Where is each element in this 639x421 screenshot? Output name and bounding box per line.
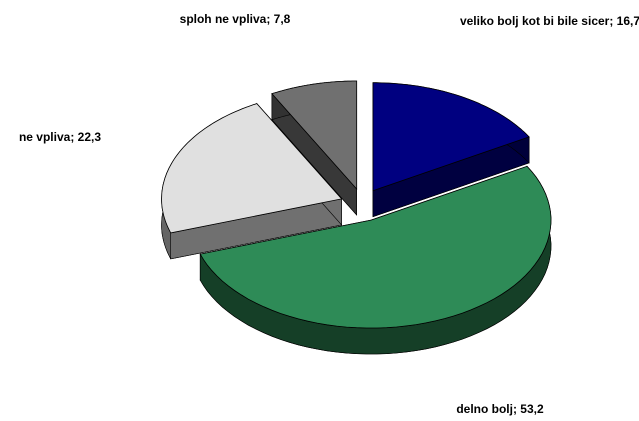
slice <box>199 165 552 355</box>
slice <box>161 102 343 260</box>
data-label: delno bolj; 53,2 <box>456 402 544 416</box>
data-label: ne vpliva; 22,3 <box>18 130 102 144</box>
slice-top <box>161 103 343 234</box>
slice-top <box>372 82 530 192</box>
slice <box>372 82 530 218</box>
data-label: veliko bolj kot bi bile sicer; 16,7 <box>459 14 639 28</box>
slice-top <box>199 165 552 329</box>
slice <box>271 80 358 216</box>
slice-top <box>271 80 358 191</box>
data-label: sploh ne vpliva; 7,8 <box>179 12 291 26</box>
